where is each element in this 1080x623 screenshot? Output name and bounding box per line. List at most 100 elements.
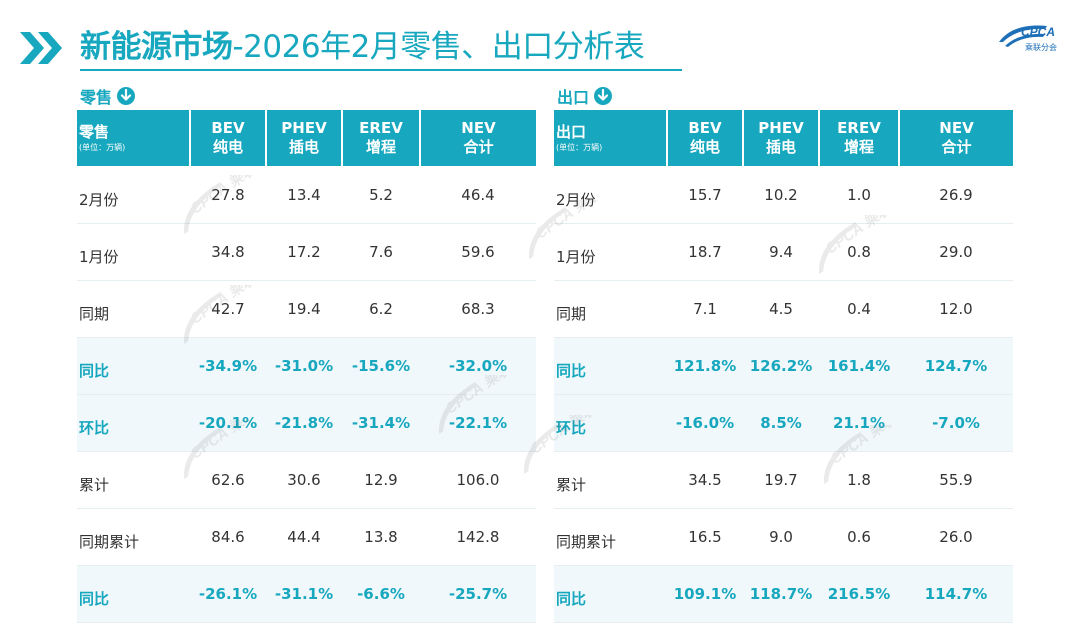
table-cell: 161.4% [819, 337, 899, 395]
row-label: 同比 [77, 337, 190, 395]
table-cell: 68.3 [420, 280, 536, 338]
row-label: 同期 [77, 280, 190, 338]
retail-section-text: 零售 [80, 88, 113, 107]
table-cell: -15.6% [342, 337, 420, 395]
row-label: 同比 [554, 565, 667, 623]
table-cell: 21.1% [819, 394, 899, 452]
table-cell: 16.5 [667, 508, 743, 566]
table-cell: 62.6 [190, 451, 266, 509]
table-cell: 5.2 [342, 166, 420, 224]
table-cell: 126.2% [743, 337, 819, 395]
table-cell: 29.0 [899, 223, 1013, 281]
table-cell: 26.9 [899, 166, 1013, 224]
table-header-row: 出口 (单位：万辆) BEV 纯电 PHEV 插电 EREV 增程 NEV 合计 [554, 110, 1013, 167]
table-cell: 1.8 [819, 451, 899, 509]
table-cell: -21.8% [266, 394, 342, 452]
column-code: EREV [359, 119, 403, 137]
table-cell: 6.2 [342, 280, 420, 338]
table-cell: -16.0% [667, 394, 743, 452]
table-cell: 216.5% [819, 565, 899, 623]
table-cell: 7.6 [342, 223, 420, 281]
table-cell: 109.1% [667, 565, 743, 623]
table-cell: 118.7% [743, 565, 819, 623]
row-label: 环比 [77, 394, 190, 452]
table-cell: 34.8 [190, 223, 266, 281]
retail-panel: 零售 (单位：万辆) BEV 纯电 PHEV 插电 EREV 增程 NEV 合计 2月份… [77, 110, 536, 623]
table-cell: 55.9 [899, 451, 1013, 509]
table-cell: 0.6 [819, 508, 899, 566]
table-cell: 44.4 [266, 508, 342, 566]
column-code: NEV [939, 119, 974, 137]
table-cell: 12.9 [342, 451, 420, 509]
table-cell: 26.0 [899, 508, 1013, 566]
column-name: 插电 [288, 138, 319, 156]
table-cell: 12.0 [899, 280, 1013, 338]
header-title: 零售 [79, 123, 110, 141]
table-row: 同比 109.1% 118.7% 216.5% 114.7% [554, 565, 1013, 623]
table-cell: 0.4 [819, 280, 899, 338]
row-label: 同比 [554, 337, 667, 395]
column-header: BEV 纯电 [190, 110, 267, 167]
table-cell: 19.7 [743, 451, 819, 509]
export-section-label: 出口 [557, 84, 613, 108]
row-label: 1月份 [77, 223, 190, 281]
table-row: 同期 7.1 4.5 0.4 12.0 [554, 280, 1013, 338]
table-cell: 7.1 [667, 280, 743, 338]
table-cell: 59.6 [420, 223, 536, 281]
column-header: NEV 合计 [420, 110, 536, 167]
column-name: 增程 [843, 138, 874, 156]
logo-name: CPCA [1021, 25, 1055, 39]
retail-table: 零售 (单位：万辆) BEV 纯电 PHEV 插电 EREV 增程 NEV 合计 2月份… [77, 110, 536, 623]
row-label: 同期累计 [77, 508, 190, 566]
table-row: 同期累计 16.5 9.0 0.6 26.0 [554, 508, 1013, 566]
table-cell: 10.2 [743, 166, 819, 224]
header-title-cell: 出口 (单位：万辆) [554, 110, 668, 167]
table-cell: 34.5 [667, 451, 743, 509]
table-cell: -34.9% [190, 337, 266, 395]
column-header: EREV 增程 [819, 110, 900, 167]
table-cell: 84.6 [190, 508, 266, 566]
table-cell: -22.1% [420, 394, 536, 452]
table-cell: 46.4 [420, 166, 536, 224]
table-cell: -32.0% [420, 337, 536, 395]
table-cell: -25.7% [420, 565, 536, 623]
table-row: 同比 121.8% 126.2% 161.4% 124.7% [554, 337, 1013, 395]
table-row: 同比 -26.1% -31.1% -6.6% -25.7% [77, 565, 536, 623]
table-cell: 27.8 [190, 166, 266, 224]
cpca-logo: CPCA 乘联分会 [999, 25, 1057, 52]
table-cell: -20.1% [190, 394, 266, 452]
title-underline [80, 69, 682, 71]
table-cell: 4.5 [743, 280, 819, 338]
table-cell: 30.6 [266, 451, 342, 509]
page-title-main: 新能源市场 [80, 29, 233, 65]
table-cell: 42.7 [190, 280, 266, 338]
table-row: 环比 -16.0% 8.5% 21.1% -7.0% [554, 394, 1013, 452]
table-cell: -6.6% [342, 565, 420, 623]
column-code: NEV [461, 119, 496, 137]
table-cell: 106.0 [420, 451, 536, 509]
logo-sub: 乘联分会 [1025, 42, 1057, 52]
retail-section-label: 零售 [80, 84, 136, 108]
column-code: BEV [211, 119, 245, 137]
table-cell: 9.4 [743, 223, 819, 281]
table-cell: -31.0% [266, 337, 342, 395]
table-cell: -7.0% [899, 394, 1013, 452]
table-cell: 124.7% [899, 337, 1013, 395]
table-cell: -31.1% [266, 565, 342, 623]
table-row: 1月份 18.7 9.4 0.8 29.0 [554, 223, 1013, 281]
table-row: 1月份 34.8 17.2 7.6 59.6 [77, 223, 536, 281]
export-table: 出口 (单位：万辆) BEV 纯电 PHEV 插电 EREV 增程 NEV 合计 2月份… [554, 110, 1013, 623]
table-row: 同期 42.7 19.4 6.2 68.3 [77, 280, 536, 338]
row-label: 同比 [77, 565, 190, 623]
arrow-down-circle-icon [117, 87, 136, 105]
column-name: 增程 [365, 138, 396, 156]
column-code: BEV [688, 119, 722, 137]
column-code: EREV [837, 119, 881, 137]
column-header: PHEV 插电 [266, 110, 343, 167]
table-cell: 18.7 [667, 223, 743, 281]
table-header-row: 零售 (单位：万辆) BEV 纯电 PHEV 插电 EREV 增程 NEV 合计 [77, 110, 536, 167]
row-label: 同期累计 [554, 508, 667, 566]
page-title-rest: -2026年2月零售、出口分析表 [232, 29, 645, 65]
table-row: 2月份 15.7 10.2 1.0 26.9 [554, 166, 1013, 224]
column-header: NEV 合计 [899, 110, 1013, 167]
